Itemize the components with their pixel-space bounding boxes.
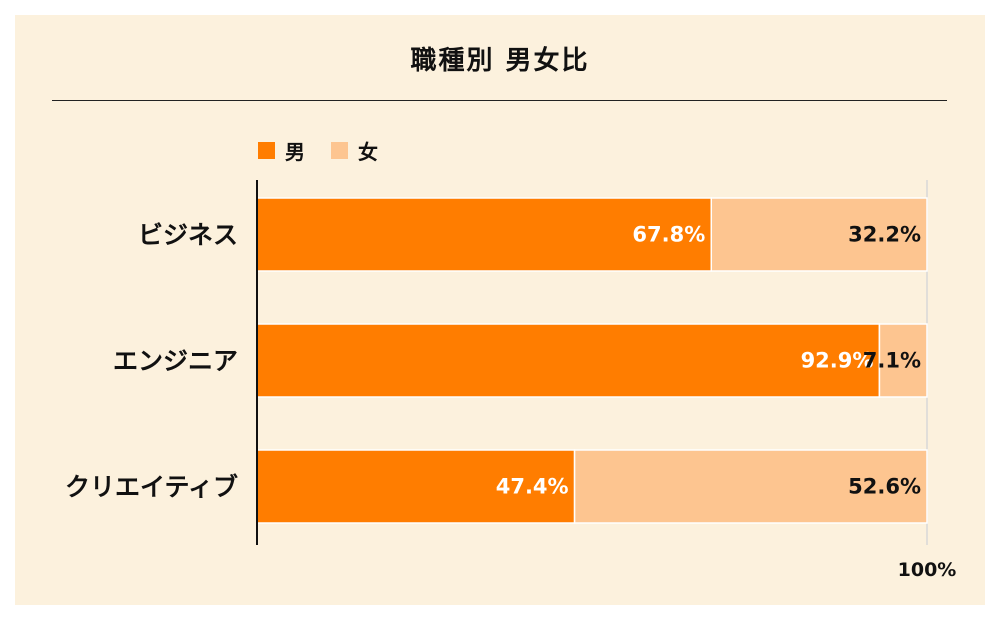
- chart-title: 職種別 男女比: [410, 46, 590, 76]
- data-label-male-1: 92.9%: [801, 349, 874, 373]
- bar-female-1: [878, 323, 928, 398]
- legend-swatch-male: [258, 141, 275, 159]
- bar-female-0: [710, 197, 928, 272]
- category-label-2: クリエイティブ: [65, 473, 238, 502]
- legend-item-male: 男: [258, 136, 305, 165]
- data-label-male-2: 47.4%: [496, 475, 569, 499]
- data-label-male-0: 67.8%: [632, 223, 705, 247]
- legend-label-male: 男: [285, 139, 305, 164]
- legend-label-female: 女: [358, 139, 378, 164]
- legend-item-female: 女: [331, 136, 378, 165]
- legend: 男 女: [258, 136, 404, 165]
- category-label-0: ビジネス: [138, 221, 238, 250]
- data-label-female-1: 7.1%: [863, 349, 921, 373]
- title-divider: [52, 100, 947, 101]
- x-tick-label-100: 100%: [898, 559, 957, 581]
- category-label-1: エンジニア: [113, 347, 238, 376]
- data-label-female-0: 32.2%: [848, 223, 921, 247]
- bar-female-2: [573, 449, 928, 524]
- bar-male-1: [256, 323, 881, 398]
- data-label-female-2: 52.6%: [848, 475, 921, 499]
- legend-swatch-female: [331, 141, 348, 159]
